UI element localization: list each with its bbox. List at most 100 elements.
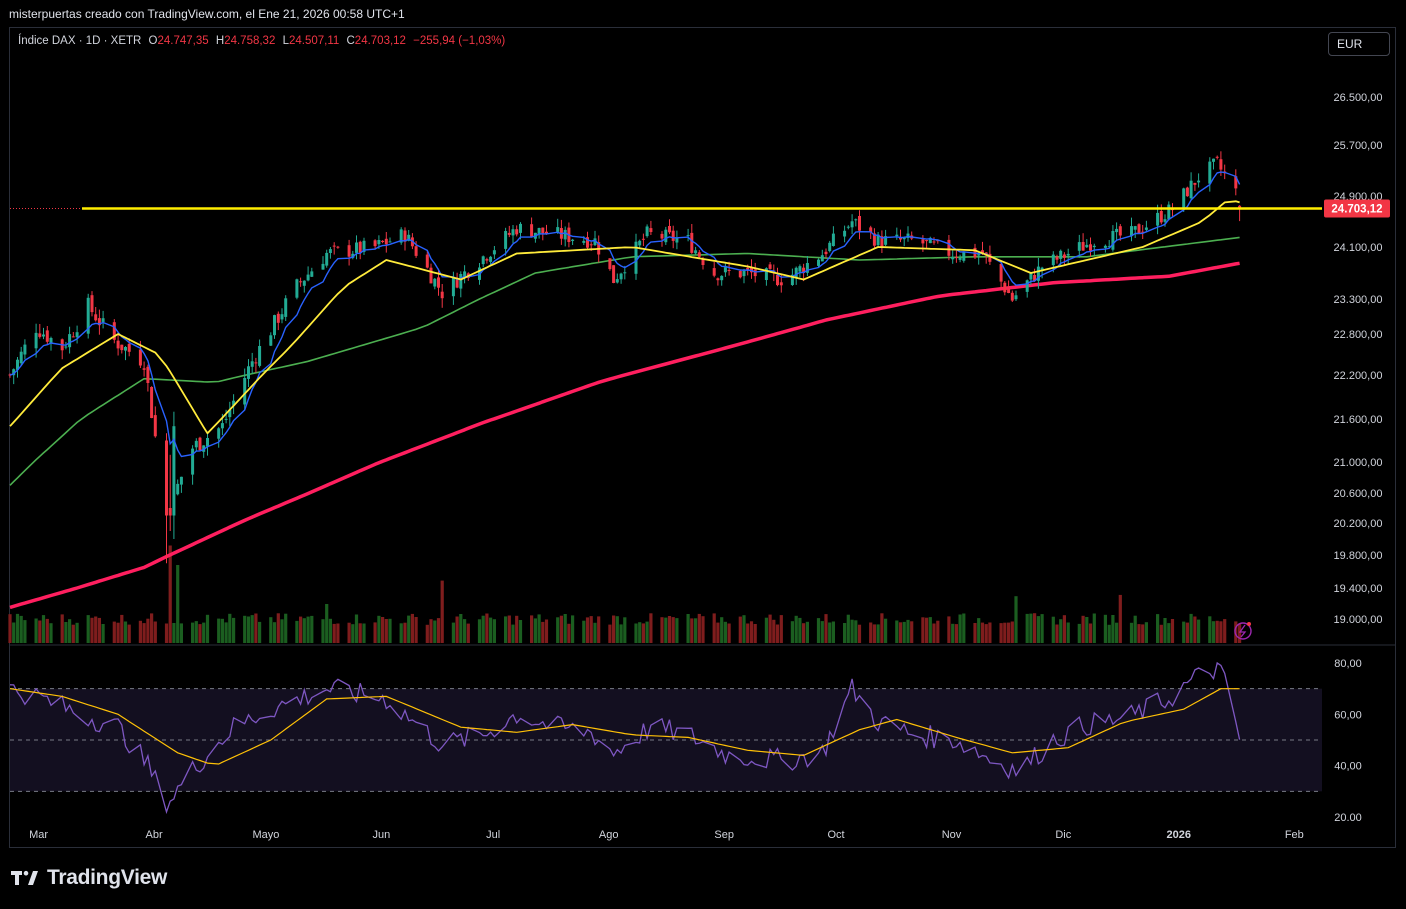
volume-bar [276, 613, 280, 643]
volume-bar [138, 620, 142, 643]
candle-body [623, 272, 627, 274]
volume-bar [567, 623, 571, 643]
time-tick-label: Feb [1285, 829, 1304, 841]
candle-body [124, 347, 127, 351]
candle-body [895, 234, 899, 237]
volume-bar [906, 619, 910, 643]
chart-frame [9, 27, 1396, 848]
volume-bar [690, 618, 694, 643]
volume-bar [895, 620, 899, 643]
change-value: −255,94 (−1,03%) [413, 35, 506, 47]
volume-bar [258, 621, 262, 643]
candle-body [593, 238, 597, 246]
candle-body [1059, 250, 1063, 259]
candle-body [45, 330, 49, 342]
volume-bar [1036, 616, 1040, 643]
volume-bar [712, 613, 716, 643]
candle-body [1137, 224, 1141, 234]
volume-bar [854, 620, 858, 643]
candle-body [932, 241, 936, 243]
candle-body [172, 426, 176, 516]
volume-bar [217, 618, 221, 643]
candle-body [962, 251, 966, 261]
time-tick-label: Nov [942, 829, 962, 841]
low-value: 24.507,11 [288, 35, 340, 47]
volume-bar [608, 624, 612, 643]
volume-bar [936, 620, 940, 643]
candle-body [358, 241, 362, 253]
volume-bar [354, 614, 359, 643]
volume-bar [123, 621, 128, 643]
candle-body [802, 267, 806, 273]
candle-body [332, 245, 336, 247]
candle-body [1081, 242, 1085, 251]
volume-bar [980, 622, 985, 643]
candle-body [295, 279, 299, 298]
volume-bar [999, 623, 1003, 643]
candle-body [1189, 180, 1193, 199]
volume-bar [641, 623, 645, 643]
volume-bar [1193, 616, 1197, 643]
candle-body [284, 298, 288, 317]
candle-body [619, 273, 623, 280]
volume-bar [977, 618, 981, 643]
candle-body [977, 253, 981, 256]
ema-long-line [9, 261, 1240, 610]
candle-body [824, 251, 828, 255]
candle-body [1062, 254, 1066, 258]
candle-body [768, 264, 772, 269]
candle-body [127, 343, 131, 352]
candle-body [608, 258, 612, 270]
volume-bar [671, 617, 675, 643]
candle-body [858, 216, 861, 231]
volume-bar [75, 622, 79, 643]
candle-body [138, 349, 142, 366]
volume-bar [619, 624, 623, 643]
volume-bar [775, 624, 780, 643]
candle-body [1055, 256, 1059, 260]
volume-bar [1062, 615, 1066, 643]
candle-body [403, 230, 407, 242]
volume-bar [973, 623, 977, 643]
candle-body [362, 240, 366, 252]
rsi-tick-label: 40,00 [1334, 761, 1362, 773]
volume-bar [153, 621, 157, 643]
volume-bar [1066, 622, 1070, 643]
price-tick-label: 20.600,00 [1334, 488, 1383, 500]
rsi-tick-label: 60,00 [1334, 709, 1362, 721]
candle-body [1118, 226, 1122, 236]
candle-body [925, 240, 929, 242]
candle-body [116, 340, 120, 349]
price-tick-label: 22.200,00 [1334, 370, 1383, 382]
candle-body [232, 400, 236, 406]
candle-body [764, 268, 768, 280]
candle-body [176, 483, 180, 495]
candle-body [634, 241, 638, 274]
candle-body [530, 224, 534, 237]
volume-bar [388, 618, 392, 643]
candle-body [902, 237, 906, 240]
volume-bar [1137, 624, 1141, 643]
volume-bar [336, 623, 340, 643]
candle-body [71, 336, 75, 338]
candle-body [1219, 159, 1223, 170]
volume-bar [585, 617, 590, 643]
volume-bar [615, 616, 619, 643]
candle-body [545, 231, 548, 235]
volume-bar [68, 619, 72, 643]
volume-bar [146, 618, 150, 643]
ema-slow-line [9, 236, 1240, 486]
open-value: 24.747,35 [157, 35, 209, 47]
volume-bar [1129, 622, 1134, 643]
candle-body [90, 295, 94, 313]
alert-bolt-icon[interactable] [1234, 622, 1252, 640]
candle-body [254, 362, 258, 364]
candle-body [224, 418, 228, 420]
candle-body [954, 256, 958, 258]
volume-bar [872, 624, 876, 643]
candle-body [694, 250, 698, 254]
currency-button[interactable]: EUR [1328, 32, 1390, 56]
candle-body [433, 278, 437, 287]
volume-bar [1077, 623, 1081, 643]
